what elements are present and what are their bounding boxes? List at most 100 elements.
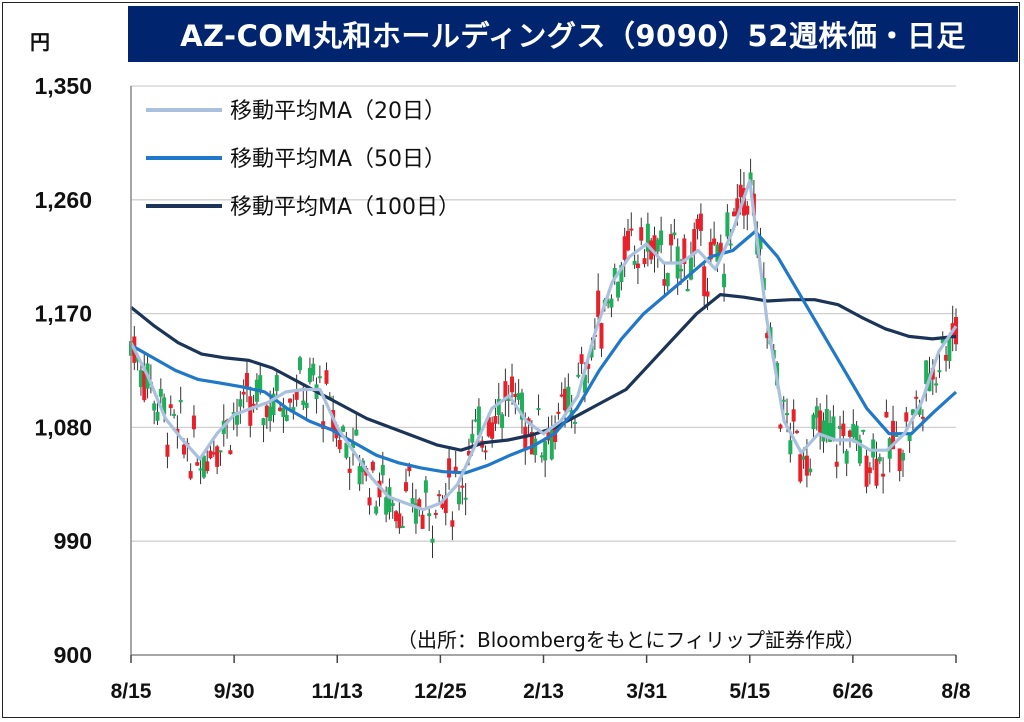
- candle-down: [785, 413, 790, 416]
- candle-down: [231, 412, 236, 415]
- candle-down: [722, 273, 727, 288]
- candle-down: [341, 426, 346, 432]
- candle-down: [910, 409, 915, 416]
- candle-up: [735, 198, 740, 216]
- candle-up: [897, 448, 902, 472]
- candle-down: [801, 456, 806, 460]
- candle-down: [828, 423, 833, 442]
- candle-up: [447, 458, 452, 478]
- candle-down: [284, 414, 289, 421]
- candle-down: [688, 257, 693, 280]
- candle-down: [271, 393, 276, 416]
- candle-up: [397, 513, 402, 529]
- candle-up: [510, 376, 515, 393]
- x-tick-label: 2/13: [523, 680, 564, 703]
- candle-up: [791, 409, 796, 422]
- candle-down: [894, 435, 899, 438]
- candle-up: [142, 370, 147, 401]
- candle-down: [576, 374, 581, 377]
- candle-down: [838, 425, 843, 430]
- candle-up: [639, 227, 644, 241]
- candle-down: [516, 393, 521, 400]
- candle-up: [738, 184, 743, 198]
- candle-down: [198, 468, 203, 471]
- candle-down: [748, 172, 753, 186]
- candle-down: [814, 406, 819, 418]
- candle-up: [635, 263, 640, 269]
- candle-down: [390, 503, 395, 506]
- candle-down: [685, 288, 690, 292]
- candle-up: [483, 450, 488, 453]
- candle-down: [907, 434, 912, 442]
- candle-down: [679, 268, 683, 272]
- candle-up: [513, 393, 518, 397]
- candle-down: [496, 398, 501, 415]
- ma20-line: [129, 179, 958, 512]
- candle-up: [579, 354, 584, 364]
- candle-up: [288, 398, 293, 403]
- candle-down: [235, 414, 240, 425]
- candle-down: [824, 408, 829, 437]
- y-tick-label: 1,260: [34, 187, 92, 213]
- candle-up: [864, 455, 869, 487]
- candle-down: [616, 281, 621, 298]
- candle-down: [645, 223, 650, 252]
- candle-down: [218, 450, 223, 453]
- x-tick-label: 9/30: [214, 680, 255, 703]
- x-tick-label: 5/15: [729, 680, 770, 703]
- candle-down: [924, 360, 929, 384]
- candle-down: [357, 466, 362, 485]
- candle-up: [662, 279, 667, 286]
- candle-up: [195, 462, 200, 466]
- candle-up: [437, 494, 442, 497]
- candle-down: [877, 457, 882, 462]
- candle-down: [297, 357, 302, 371]
- candle-up: [669, 234, 674, 246]
- candle-down: [387, 487, 392, 513]
- candle-up: [695, 218, 700, 229]
- candle-up: [493, 415, 498, 424]
- candle-down: [808, 468, 813, 473]
- candle-up: [708, 241, 713, 260]
- candle-down: [380, 464, 385, 476]
- candle-up: [450, 520, 455, 527]
- candle-up: [794, 430, 799, 433]
- ma50-line: [130, 229, 958, 475]
- candle-up: [920, 416, 925, 419]
- candle-up: [264, 405, 269, 418]
- y-tick-label: 1,080: [34, 414, 92, 440]
- candle-up: [847, 430, 852, 437]
- candle-up: [453, 466, 458, 474]
- candle-down: [672, 232, 677, 236]
- candle-down: [917, 405, 922, 415]
- candle-up: [407, 466, 412, 472]
- candle-down: [470, 433, 475, 443]
- y-axis-ticks: 900 990 1,080 1,170 1,260 1,350: [34, 73, 92, 668]
- candle-down: [728, 243, 733, 246]
- candle-down: [304, 402, 309, 409]
- candle-down: [572, 421, 577, 424]
- candle-up: [642, 258, 647, 265]
- candle-down: [831, 416, 836, 440]
- candle-up: [765, 332, 770, 339]
- candle-down: [659, 230, 664, 246]
- legend-label-ma100: 移動平均MA（100日）: [230, 195, 460, 220]
- y-tick-label: 1,350: [34, 73, 92, 99]
- candle-up: [629, 228, 634, 231]
- candle-up: [834, 461, 839, 467]
- candle-down: [430, 538, 435, 543]
- x-tick-label: 12/25: [414, 680, 467, 703]
- candle-up: [745, 205, 750, 215]
- candle-down: [861, 429, 866, 432]
- candle-up: [798, 454, 803, 482]
- candle-down: [900, 453, 905, 461]
- candle-up: [228, 450, 233, 455]
- candle-down: [851, 423, 856, 438]
- candle-up: [367, 497, 372, 506]
- candle-down: [374, 506, 379, 514]
- candle-down: [665, 272, 670, 287]
- candle-up: [559, 394, 564, 397]
- candle-up: [244, 372, 249, 388]
- legend-label-ma50: 移動平均MA（50日）: [230, 147, 446, 172]
- candle-up: [324, 370, 329, 384]
